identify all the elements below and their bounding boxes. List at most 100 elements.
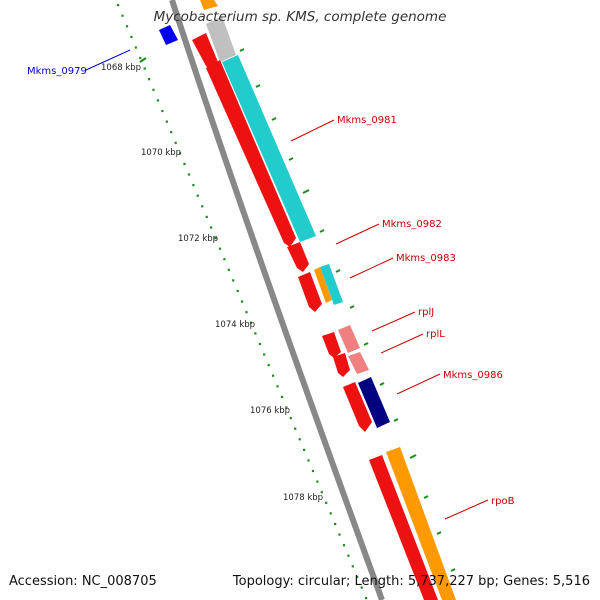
minor-tick-dot [183, 162, 186, 165]
gene-mkms-0986[interactable] [358, 377, 390, 428]
map-title: Mycobacterium sp. KMS, complete genome [153, 9, 447, 25]
minor-tick-dot [241, 300, 244, 303]
minor-tick-dot [280, 395, 284, 398]
minor-tick-dot [285, 406, 288, 409]
minor-tick-dot [179, 152, 182, 155]
outer-tick [255, 84, 261, 88]
tick-label-1072: 1072 kbp [178, 234, 218, 244]
minor-tick-dot [294, 427, 297, 430]
minor-tick-dot [143, 67, 146, 70]
leader-line-mkms-0981 [290, 119, 335, 142]
minor-tick-dot [356, 575, 359, 578]
minor-tick-dot [245, 311, 248, 314]
gene-cyan-small[interactable] [320, 264, 343, 305]
minor-tick-dot [148, 78, 151, 81]
minor-tick-dot [121, 14, 124, 17]
gene-red-1[interactable] [192, 33, 218, 70]
outer-tick [302, 189, 310, 194]
minor-tick-dot [165, 120, 168, 123]
minor-tick-dot [316, 480, 319, 483]
outer-tick [288, 157, 294, 161]
tick-label-1078: 1078 kbp [283, 493, 323, 503]
minor-tick-dot [134, 46, 137, 49]
minor-tick-dot [139, 56, 142, 60]
gene-red-7[interactable] [343, 382, 372, 432]
gene-red-4[interactable] [298, 272, 322, 312]
gene-red-6[interactable] [333, 353, 350, 377]
outer-tick [335, 269, 341, 273]
minor-tick-dot [338, 533, 341, 536]
minor-tick-dot [152, 88, 155, 91]
minor-tick-dot [205, 215, 208, 218]
gene-label-mkms-0983: Mkms_0983 [396, 253, 456, 264]
leader-line-rpob [444, 499, 489, 520]
minor-tick-dot [298, 438, 301, 441]
tick-label-1074: 1074 kbp [215, 320, 255, 330]
outer-tick [271, 117, 277, 121]
gene-top-grey[interactable] [206, 16, 236, 62]
tick-label-1070: 1070 kbp [141, 148, 181, 158]
outer-tick [409, 454, 417, 459]
gene-rpll[interactable] [348, 352, 369, 374]
minor-tick-dot [329, 512, 332, 515]
leader-line-mkms-0979 [85, 49, 131, 71]
minor-tick-dot [117, 4, 120, 7]
minor-tick-dot [156, 99, 160, 102]
minor-tick-dot [320, 491, 323, 494]
gene-rpob-red[interactable] [369, 455, 438, 600]
minor-tick-dot [267, 364, 270, 367]
minor-tick-dot [289, 417, 292, 420]
minor-tick-dot [174, 141, 177, 144]
gene-red-3[interactable] [287, 242, 309, 272]
outer-tick [423, 495, 429, 499]
outer-tick [363, 342, 369, 346]
minor-tick-dot [303, 448, 306, 451]
minor-tick-dot [170, 131, 173, 134]
gene-top-orange[interactable] [200, 0, 218, 10]
minor-tick-dot [272, 374, 275, 377]
minor-tick-dot [347, 554, 350, 557]
gene-rplj[interactable] [338, 325, 360, 353]
outer-tick [379, 382, 385, 386]
minor-tick-dot [196, 194, 199, 197]
gene-red-5[interactable] [322, 332, 341, 358]
minor-tick-dot [254, 332, 257, 335]
minor-tick-dot [227, 268, 230, 271]
outer-tick [239, 48, 245, 52]
minor-tick-dot [249, 321, 253, 324]
outer-tick [436, 531, 442, 535]
minor-tick-dot [187, 173, 191, 176]
minor-tick-dot [360, 586, 363, 589]
minor-tick-dot [351, 565, 354, 568]
gene-rpob-orange[interactable] [386, 447, 456, 600]
tick-label-1068: 1068 kbp [101, 63, 141, 73]
minor-tick-dot [311, 469, 315, 473]
gene-mkms-0979[interactable] [159, 25, 178, 45]
minor-tick-dot [334, 522, 337, 526]
major-tick [139, 57, 147, 63]
minor-tick-dot [223, 258, 226, 261]
gene-red-2[interactable] [206, 60, 296, 247]
gene-mkms-0981[interactable] [222, 55, 316, 242]
minor-tick-dot [214, 237, 217, 240]
gene-label-rplj: rplJ [418, 307, 434, 318]
genome-backbone [169, 0, 385, 600]
gene-label-mkms-0979: Mkms_0979 [27, 66, 87, 77]
outer-ticks [239, 48, 456, 572]
minor-tick-dot [258, 342, 261, 346]
minor-tick-dot [130, 35, 133, 38]
gene-label-rpob: rpoB [491, 496, 515, 507]
minor-tick-dot [201, 205, 204, 208]
leader-line-mkms-0986 [396, 373, 441, 395]
accession-text: Accession: NC_008705 [9, 574, 157, 589]
minor-tick-dot [125, 25, 129, 28]
minor-tick-dot [210, 226, 213, 229]
leader-line-mkms-0982 [335, 223, 380, 245]
minor-tick-dot [236, 289, 239, 293]
leader-line-mkms-0983 [349, 257, 394, 279]
minor-ticks [117, 4, 368, 600]
major-ticks: 1068 kbp 1070 kbp 1072 kbp 1074 kbp 1076… [101, 57, 323, 503]
gene-label-mkms-0982: Mkms_0982 [382, 219, 442, 230]
gene-mkms-0983[interactable] [314, 267, 332, 303]
